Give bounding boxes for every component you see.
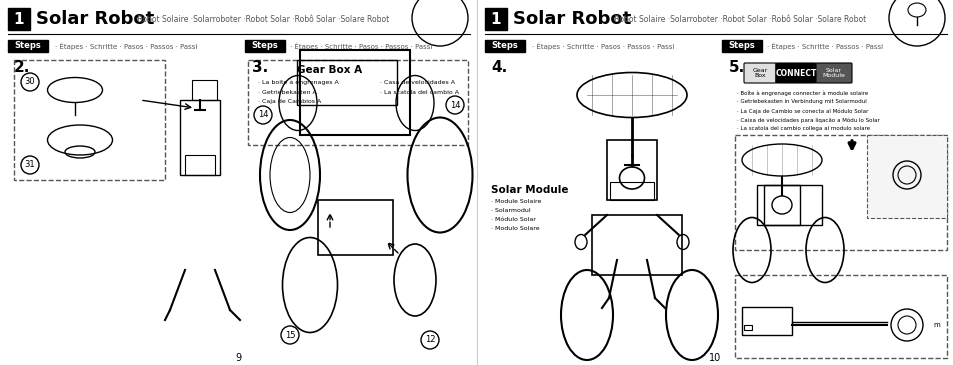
Text: 5.: 5. [728, 61, 744, 76]
Bar [763, 185, 800, 225]
Bar [180, 100, 220, 175]
Text: · Étapes · Schritte · Pasos · Passos · Passi: · Étapes · Schritte · Pasos · Passos · P… [290, 42, 432, 50]
Text: · Getriebekasten in Verbindung mit Solarmodul: · Getriebekasten in Verbindung mit Solar… [737, 100, 866, 104]
Circle shape [21, 156, 39, 174]
Bar [299, 50, 410, 135]
Bar [484, 40, 524, 52]
Text: 12: 12 [424, 335, 435, 345]
Circle shape [253, 106, 272, 124]
Text: 1: 1 [490, 12, 500, 27]
Text: 30: 30 [25, 77, 35, 87]
Text: · La boite à engrenages A: · La boite à engrenages A [257, 79, 338, 85]
Text: Steps: Steps [14, 42, 41, 50]
Text: 9: 9 [234, 353, 241, 363]
Text: 15: 15 [284, 330, 294, 339]
Text: 3.: 3. [252, 61, 268, 76]
Text: 31: 31 [25, 161, 35, 169]
Text: Steps: Steps [728, 42, 755, 50]
Text: Solar Robot: Solar Robot [36, 10, 154, 28]
Text: Solar Robot: Solar Robot [513, 10, 631, 28]
Bar [8, 8, 30, 30]
Circle shape [446, 96, 463, 114]
Text: 10: 10 [708, 353, 720, 363]
Bar [741, 307, 791, 335]
Text: · Étapes · Schritte · Pasos · Passos · Passi: · Étapes · Schritte · Pasos · Passos · P… [55, 42, 197, 50]
Bar [245, 40, 285, 52]
Text: · Boîte à engrenage connecter à module solaire: · Boîte à engrenage connecter à module s… [737, 90, 867, 96]
Text: · Getriebekasten A: · Getriebekasten A [257, 89, 316, 95]
Text: · Caja de Cambios A: · Caja de Cambios A [257, 100, 321, 104]
Bar [317, 200, 393, 255]
Bar [606, 140, 657, 200]
Text: Steps: Steps [252, 42, 278, 50]
Text: · Solarmodul: · Solarmodul [491, 208, 530, 214]
Bar [743, 325, 751, 330]
Text: ·Robot Solaire ·Solarroboter ·Robot Solar ·Robô Solar ·Solare Robot: ·Robot Solaire ·Solarroboter ·Robot Sola… [135, 15, 389, 23]
FancyBboxPatch shape [743, 63, 775, 83]
Text: Gear
Box: Gear Box [752, 68, 767, 78]
Circle shape [281, 326, 298, 344]
Text: · Casa de velocidades A: · Casa de velocidades A [379, 80, 455, 85]
Text: 2.: 2. [14, 61, 30, 76]
FancyBboxPatch shape [775, 63, 815, 83]
Text: m: m [933, 322, 940, 328]
Bar [484, 8, 506, 30]
Polygon shape [866, 135, 946, 218]
Text: · Étapes · Schritte · Passos · Passi: · Étapes · Schritte · Passos · Passi [766, 42, 882, 50]
Text: Gear Box A: Gear Box A [297, 65, 362, 75]
FancyBboxPatch shape [815, 63, 851, 83]
Bar [192, 80, 216, 100]
Circle shape [420, 331, 438, 349]
Text: Solar Module: Solar Module [491, 185, 568, 195]
Text: 14: 14 [449, 100, 459, 110]
Bar [592, 215, 681, 275]
Circle shape [21, 73, 39, 91]
Text: 14: 14 [257, 111, 268, 119]
Text: Steps: Steps [491, 42, 517, 50]
Text: · La scatola del cambio collega al modulo solare: · La scatola del cambio collega al modul… [737, 127, 869, 131]
Bar [609, 182, 654, 200]
Bar [757, 185, 821, 225]
Text: 4.: 4. [491, 61, 507, 76]
Text: · Modulo Solare: · Modulo Solare [491, 227, 539, 231]
Text: · Étapes · Schritte · Pasos · Passos · Passi: · Étapes · Schritte · Pasos · Passos · P… [532, 42, 674, 50]
Bar [721, 40, 761, 52]
Text: · Module Solaire: · Module Solaire [491, 200, 540, 204]
Text: · Caixa de velocidades para liqacão a Módu lo Solar: · Caixa de velocidades para liqacão a Mó… [737, 117, 879, 123]
Text: · La scatola del cambio A: · La scatola del cambio A [379, 89, 458, 95]
Text: ·Robot Solaire ·Solarroboter ·Robot Solar ·Robô Solar ·Solare Robot: ·Robot Solaire ·Solarroboter ·Robot Sola… [612, 15, 865, 23]
Text: · Módulo Solar: · Módulo Solar [491, 218, 536, 223]
Bar [296, 60, 396, 105]
Text: 1: 1 [13, 12, 24, 27]
Text: CONNECT: CONNECT [775, 69, 816, 77]
Bar [8, 40, 48, 52]
Bar [185, 155, 214, 175]
Text: Solar
Module: Solar Module [821, 68, 844, 78]
Text: · La Caja de Cambio se conecta al Módulo Solar: · La Caja de Cambio se conecta al Módulo… [737, 108, 867, 114]
